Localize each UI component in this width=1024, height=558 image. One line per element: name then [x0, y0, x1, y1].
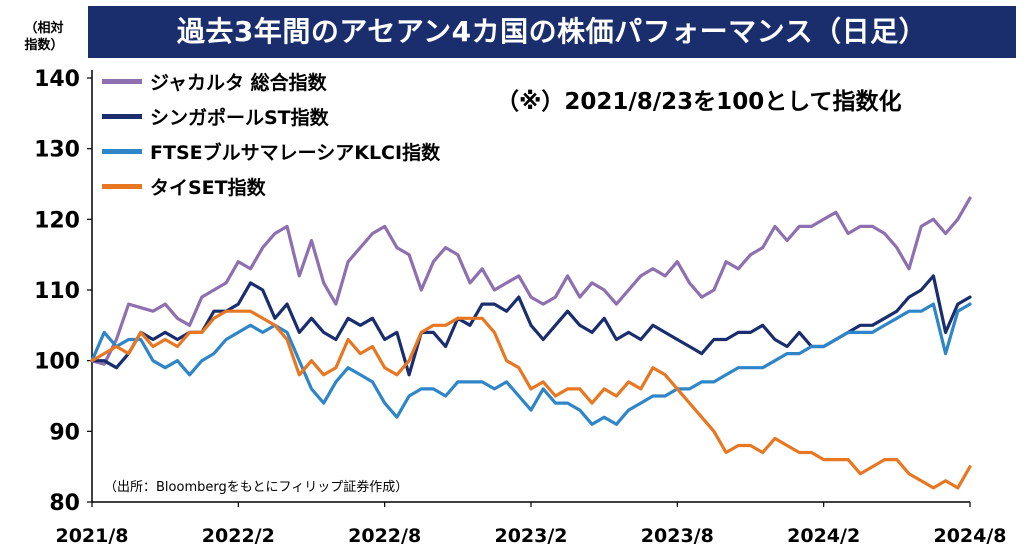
x-tick-label: 2023/2	[494, 525, 567, 547]
legend-label: タイSET指数	[150, 177, 266, 199]
legend-item-4: タイSET指数	[102, 169, 440, 204]
legend-item-3: FTSEブルサマレーシアKLCI指数	[102, 134, 440, 169]
legend-item-2: シンガポールST指数	[102, 99, 440, 134]
legend-swatch	[102, 184, 142, 189]
x-tick-label: 2024/2	[787, 525, 860, 547]
y-tick-label: 90	[49, 420, 80, 445]
legend-swatch	[102, 114, 142, 119]
legend-label: シンガポールST指数	[150, 107, 329, 129]
legend-label: FTSEブルサマレーシアKLCI指数	[150, 142, 441, 164]
y-axis-unit-label: （相対 指数）	[14, 20, 74, 54]
y-tick-label: 110	[34, 279, 80, 304]
index-note: （※）2021/8/23を100として指数化	[496, 89, 902, 115]
chart-legend: ジャカルタ 総合指数 シンガポールST指数 FTSEブルサマレーシアKLCI指数 タイ…	[102, 64, 440, 204]
y-tick-label: 120	[34, 208, 80, 233]
source-note: （出所：Bloombergをもとにフィリップ証券作成）	[104, 480, 409, 495]
x-tick-label: 2024/8	[933, 525, 1006, 547]
series-line-2	[90, 274, 972, 377]
x-tick-label: 2023/8	[641, 525, 714, 547]
x-tick-label: 2021/8	[55, 525, 128, 547]
legend-label: ジャカルタ 総合指数	[150, 72, 327, 94]
legend-swatch	[102, 149, 142, 154]
legend-item-1: ジャカルタ 総合指数	[102, 64, 440, 99]
y-axis-unit-line2: 指数）	[24, 38, 64, 53]
y-axis-unit-line1: （相対	[24, 21, 64, 36]
series-line-1	[90, 196, 972, 366]
y-tick-label: 80	[49, 491, 80, 516]
series-line-3	[90, 302, 972, 426]
series-line-4	[90, 309, 972, 490]
y-tick-label: 130	[34, 138, 80, 163]
x-tick-label: 2022/8	[348, 525, 421, 547]
y-tick-label: 140	[34, 67, 80, 92]
chart-title: 過去3年間のアセアン4カ国の株価パフォーマンス（日足）	[88, 6, 1016, 58]
legend-swatch	[102, 79, 142, 84]
x-tick-label: 2022/2	[202, 525, 275, 547]
y-tick-label: 100	[34, 350, 80, 375]
